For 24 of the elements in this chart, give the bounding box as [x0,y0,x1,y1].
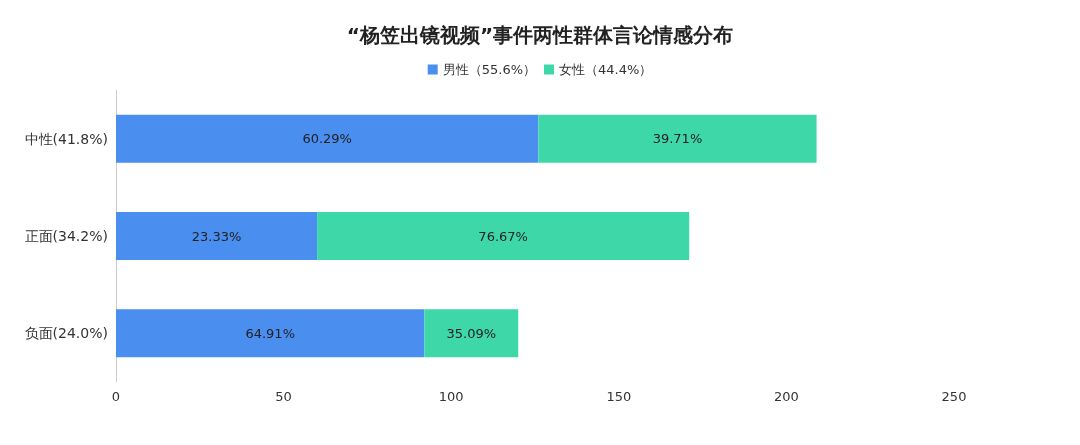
y-tick-label: 负面(24.0%) [24,325,108,342]
x-tick-label: 50 [275,389,292,404]
annotation: 23.33% [191,228,242,244]
x-tick-label: 100 [438,389,464,404]
bar [317,212,690,260]
annotation: 60.29% [302,131,352,147]
annotation: 35.09% [446,325,497,341]
x-tick-label: 200 [773,389,799,404]
legend-label: 女性（44.4%） [559,62,653,77]
annotation: 39.71% [652,131,703,147]
y-tick-label: 正面(34.2%) [24,228,108,244]
y-tick-label: 中性(41.8%) [24,130,108,147]
bar [116,114,539,163]
x-tick-label: 250 [941,389,967,404]
bar [538,114,817,163]
annotation: 64.91% [245,325,295,341]
x-tick-label: 0 [111,389,121,404]
bar [424,309,519,358]
x-tick-label: 150 [606,389,632,404]
bar [116,212,318,260]
bar [116,309,425,358]
annotation: 76.67% [478,228,528,244]
chart-title: “杨笠出镜视频”事件两性群体言论情感分布 [346,23,734,47]
legend-label: 男性（55.6%） [442,62,537,77]
